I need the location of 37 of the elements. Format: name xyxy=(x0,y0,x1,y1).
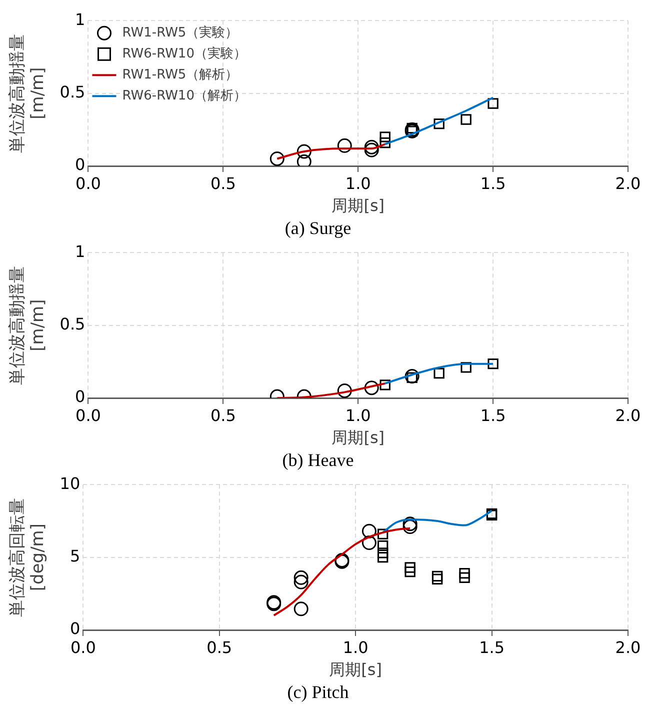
x-tick-label: 2.0 xyxy=(615,174,641,193)
x-tick-label: 1.5 xyxy=(479,638,505,657)
x-axis-title: 周期[s] xyxy=(329,660,382,679)
y-axis-title: 単位波高動揺量 [m/m] xyxy=(8,34,48,153)
x-tick-label: 0.5 xyxy=(206,638,232,657)
legend-label: RW1-RW5（解析） xyxy=(122,67,238,82)
y-tick-label: 0 xyxy=(70,619,80,638)
x-tick-label: 0.5 xyxy=(210,174,236,193)
x-tick-label: 1.5 xyxy=(480,406,506,425)
x-tick-label: 0.0 xyxy=(70,638,96,657)
legend-label: RW1-RW5（実験） xyxy=(122,24,238,40)
x-tick-label: 1.0 xyxy=(345,406,371,425)
x-tick-label: 1.0 xyxy=(345,174,371,193)
x-tick-label: 0.5 xyxy=(210,406,236,425)
x-tick-label: 1.0 xyxy=(342,638,368,657)
legend-label: RW6-RW10（実験） xyxy=(122,45,246,62)
y-tick-label: 0 xyxy=(75,155,86,174)
x-tick-label: 2.0 xyxy=(615,406,641,425)
x-tick-label: 0.0 xyxy=(76,406,101,425)
y-tick-label: 1 xyxy=(75,242,86,261)
y-tick-label: 0.5 xyxy=(60,314,86,334)
y-tick-label: 10 xyxy=(60,474,80,493)
legend-label: RW6-RW10（解析） xyxy=(122,88,246,104)
text: (b) Heave xyxy=(282,450,354,470)
x-tick-label: 2.0 xyxy=(615,638,641,657)
y-axis-title: 単位波高動揺量 [m/m] xyxy=(8,266,48,385)
y-tick-label: 0 xyxy=(75,387,86,406)
y-tick-label: 0.5 xyxy=(60,82,86,102)
x-tick-label: 1.5 xyxy=(480,174,506,193)
x-tick-label: 0.0 xyxy=(76,174,101,193)
y-tick-label: 5 xyxy=(70,546,80,566)
y-tick-label: 1 xyxy=(75,10,86,29)
x-axis-title: 周期[s] xyxy=(332,428,385,447)
text: (c) Pitch xyxy=(287,682,349,702)
text: (a) Surge xyxy=(284,218,352,238)
x-axis-title: 周期[s] xyxy=(332,196,385,215)
y-axis-title: 単位波高回転量 [deg/m] xyxy=(8,498,48,617)
